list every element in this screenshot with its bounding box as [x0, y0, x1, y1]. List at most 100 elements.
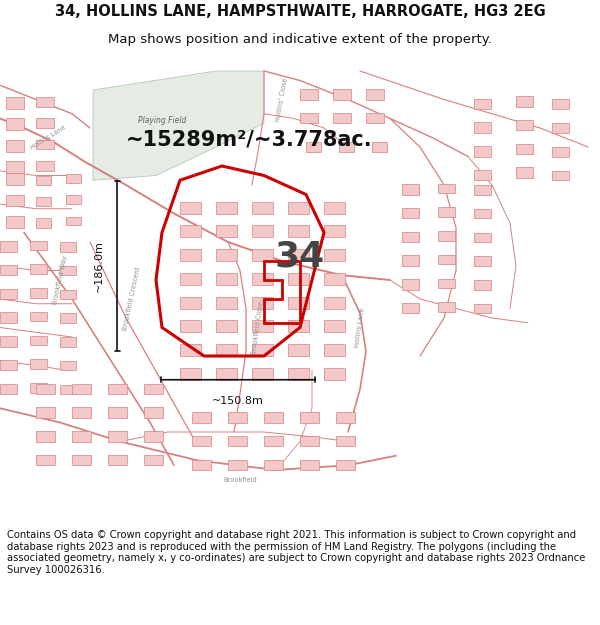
Bar	[438, 302, 455, 312]
Text: ~186.0m: ~186.0m	[94, 240, 104, 292]
Bar	[0, 289, 17, 299]
Bar	[474, 185, 491, 194]
Bar	[0, 265, 17, 275]
Bar	[6, 97, 24, 109]
Text: Hollins' Close: Hollins' Close	[275, 77, 289, 122]
Bar	[30, 241, 47, 250]
Bar	[288, 321, 309, 332]
Bar	[216, 368, 237, 380]
Bar	[264, 436, 283, 446]
Bar	[252, 297, 273, 309]
Text: Brookfield Way: Brookfield Way	[52, 255, 68, 305]
Bar	[72, 455, 91, 465]
Bar	[402, 208, 419, 218]
Bar	[60, 266, 76, 275]
Bar	[180, 321, 201, 332]
Bar	[306, 142, 321, 152]
Bar	[252, 273, 273, 285]
Bar	[60, 337, 76, 346]
Bar	[264, 459, 283, 470]
Bar	[144, 431, 163, 441]
Bar	[288, 226, 309, 238]
Bar	[36, 97, 54, 107]
Bar	[30, 288, 47, 298]
Bar	[30, 359, 47, 369]
Bar	[474, 146, 491, 156]
Bar	[474, 304, 491, 313]
Polygon shape	[93, 71, 264, 180]
Bar	[216, 202, 237, 214]
Bar	[366, 112, 384, 123]
Bar	[144, 408, 163, 418]
Bar	[288, 344, 309, 356]
Bar	[552, 147, 569, 156]
Bar	[336, 459, 355, 470]
Bar	[372, 142, 387, 152]
Bar	[0, 312, 17, 322]
Bar	[516, 120, 533, 131]
Bar	[474, 122, 491, 132]
Bar	[36, 119, 54, 128]
Bar	[0, 241, 17, 251]
Bar	[516, 144, 533, 154]
Bar	[300, 436, 319, 446]
Bar	[516, 168, 533, 178]
Bar	[36, 384, 55, 394]
Bar	[108, 431, 127, 441]
Bar	[60, 313, 76, 322]
Bar	[60, 289, 76, 299]
Text: ~15289m²/~3.778ac.: ~15289m²/~3.778ac.	[126, 130, 373, 150]
Bar	[66, 217, 81, 226]
Bar	[216, 321, 237, 332]
Bar	[474, 209, 491, 218]
Bar	[474, 280, 491, 289]
Bar	[192, 436, 211, 446]
Bar	[108, 408, 127, 418]
Bar	[72, 431, 91, 441]
Bar	[339, 142, 354, 152]
Bar	[324, 297, 345, 309]
Text: Contains OS data © Crown copyright and database right 2021. This information is : Contains OS data © Crown copyright and d…	[7, 530, 586, 575]
Bar	[36, 197, 51, 206]
Bar	[300, 459, 319, 470]
Bar	[252, 368, 273, 380]
Bar	[0, 360, 17, 370]
Bar	[552, 171, 569, 180]
Bar	[402, 279, 419, 289]
Bar	[36, 408, 55, 418]
Bar	[180, 249, 201, 261]
Bar	[180, 368, 201, 380]
Bar	[252, 226, 273, 238]
Bar	[66, 174, 81, 182]
Bar	[264, 412, 283, 422]
Bar	[288, 368, 309, 380]
Bar	[192, 412, 211, 422]
Text: 34: 34	[275, 239, 325, 273]
Text: Hollins Lane: Hollins Lane	[354, 307, 366, 348]
Bar	[72, 408, 91, 418]
Bar	[474, 256, 491, 266]
Bar	[228, 459, 247, 470]
Text: 34, HOLLINS LANE, HAMPSTHWAITE, HARROGATE, HG3 2EG: 34, HOLLINS LANE, HAMPSTHWAITE, HARROGAT…	[55, 4, 545, 19]
Bar	[516, 96, 533, 107]
Bar	[252, 249, 273, 261]
Bar	[180, 202, 201, 214]
Text: Playing Field: Playing Field	[138, 116, 186, 126]
Bar	[36, 431, 55, 441]
Bar	[402, 231, 419, 242]
Text: ~150.8m: ~150.8m	[212, 396, 264, 406]
Bar	[366, 89, 384, 99]
Bar	[300, 89, 318, 99]
Bar	[66, 196, 81, 204]
Bar	[108, 384, 127, 394]
Bar	[72, 384, 91, 394]
Text: Brookfield Crescent: Brookfield Crescent	[122, 266, 142, 332]
Bar	[438, 208, 455, 217]
Bar	[288, 202, 309, 214]
Bar	[30, 312, 47, 321]
Bar	[108, 455, 127, 465]
Bar	[180, 226, 201, 238]
Bar	[252, 344, 273, 356]
Bar	[144, 455, 163, 465]
Bar	[192, 459, 211, 470]
